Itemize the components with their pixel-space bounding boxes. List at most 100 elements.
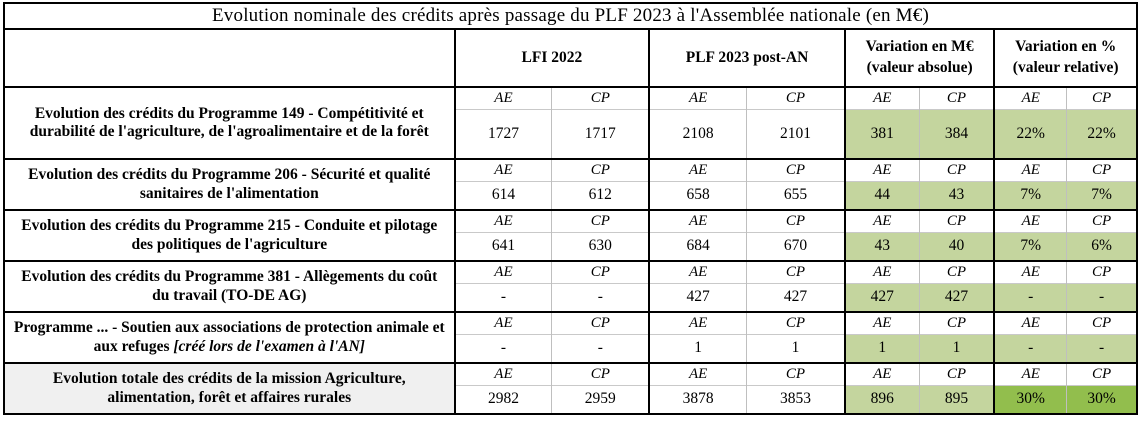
cell-lfi-cp: - [551,282,650,312]
cell-plf-ae: 3878 [648,384,747,414]
subheader-ae: AE [648,86,747,109]
table-row: Programme ... - Soutien aux associations… [4,311,1137,363]
cell-plf-cp: 427 [746,282,845,312]
subheader-cp: CP [918,86,995,109]
subheader-cp: CP [551,158,650,181]
cell-var-pct-cp: 30% [1066,384,1137,414]
table-row: Evolution des crédits du Programme 381 -… [4,260,1137,312]
subheader-cp: CP [1066,158,1137,181]
row-label-total-mission: Evolution totale des crédits de la missi… [4,362,455,414]
subheader-ae: AE [843,209,920,232]
subheader-ae: AE [648,260,747,283]
cell-var-pct-cp: 22% [1066,108,1137,159]
cell-lfi-ae: 2982 [453,384,552,414]
subheader-cp: CP [551,311,650,334]
subheader-ae: AE [843,158,920,181]
subheader-ae: AE [843,311,920,334]
cell-plf-ae: 1 [648,333,747,363]
row-label-prog-215: Evolution des crédits du Programme 215 -… [4,209,455,261]
table-title: Evolution nominale des crédits après pas… [4,3,1137,30]
cell-var-meur-ae: 43 [843,231,920,261]
cell-var-pct-ae: 30% [993,384,1067,414]
cell-plf-cp: 655 [746,180,845,210]
subheader-ae: AE [648,362,747,385]
subheader-ae: AE [648,311,747,334]
cell-lfi-cp: 2959 [551,384,650,414]
cell-var-meur-ae: 381 [843,108,920,159]
subheader-cp: CP [918,260,995,283]
subheader-cp: CP [746,311,845,334]
cell-lfi-ae: 641 [453,231,552,261]
table-row-values: - - 1 1 1 1 - - [4,333,1137,363]
row-label-prog-206: Evolution des crédits du Programme 206 -… [4,158,455,210]
cell-var-pct-ae: 22% [993,108,1067,159]
subheader-cp: CP [918,209,995,232]
cell-plf-cp: 1 [746,333,845,363]
subheader-ae: AE [453,311,552,334]
cell-plf-ae: 658 [648,180,747,210]
cell-plf-ae: 684 [648,231,747,261]
cell-var-pct-ae: 7% [993,180,1067,210]
cell-var-meur-ae: 44 [843,180,920,210]
cell-var-meur-cp: 895 [918,384,995,414]
table-row-values: - - 427 427 427 427 - - [4,282,1137,312]
header-variation-meur: Variation en M€ (valeur absolue) [843,28,996,88]
cell-var-meur-ae: 1 [843,333,920,363]
subheader-cp: CP [918,158,995,181]
subheader-ae: AE [993,362,1067,385]
row-label-prog-animale: Programme ... - Soutien aux associations… [4,311,455,363]
subheader-cp: CP [746,260,845,283]
subheader-cp: CP [746,362,845,385]
subheader-cp: CP [1066,362,1137,385]
cell-lfi-ae: 614 [453,180,552,210]
subheader-ae: AE [453,158,552,181]
subheader-cp: CP [1066,86,1137,109]
cell-var-pct-cp: 6% [1066,231,1137,261]
column-header-row: LFI 2022 PLF 2023 post-AN Variation en M… [3,28,1138,88]
cell-var-pct-cp: 7% [1066,180,1137,210]
subheader-ae: AE [453,260,552,283]
budget-table: Evolution nominale des crédits après pas… [3,2,1138,415]
subheader-cp: CP [918,362,995,385]
subheader-ae: AE [648,158,747,181]
cell-var-pct-ae: - [993,333,1067,363]
cell-var-meur-cp: 384 [918,108,995,159]
table-row-values-total: 2982 2959 3878 3853 896 895 30% 30% [4,384,1137,414]
subheader-ae: AE [993,158,1067,181]
cell-var-meur-cp: 1 [918,333,995,363]
row-label-prog-149: Evolution des crédits du Programme 149 -… [4,86,455,159]
table-row-total: Evolution totale des crédits de la missi… [4,362,1137,414]
cell-plf-cp: 2101 [746,108,845,159]
cell-plf-ae: 427 [648,282,747,312]
subheader-cp: CP [918,311,995,334]
cell-var-meur-cp: 40 [918,231,995,261]
cell-lfi-cp: - [551,333,650,363]
cell-lfi-cp: 630 [551,231,650,261]
subheader-ae: AE [993,260,1067,283]
table-row: Evolution des crédits du Programme 149 -… [4,86,1137,159]
row-label-prog-381: Evolution des crédits du Programme 381 -… [4,260,455,312]
table-row-values: 641 630 684 670 43 40 7% 6% [4,231,1137,261]
table-title-row: Evolution nominale des crédits après pas… [4,3,1137,30]
subheader-ae: AE [843,86,920,109]
cell-var-meur-cp: 43 [918,180,995,210]
cell-lfi-cp: 612 [551,180,650,210]
cell-plf-ae: 2108 [648,108,747,159]
subheader-cp: CP [551,86,650,109]
cell-var-pct-ae: 7% [993,231,1067,261]
subheader-cp: CP [746,209,845,232]
subheader-cp: CP [551,209,650,232]
table-row-values: 614 612 658 655 44 43 7% 7% [4,180,1137,210]
cell-var-meur-cp: 427 [918,282,995,312]
subheader-cp: CP [1066,311,1137,334]
header-variation-pct: Variation en % (valeur relative) [993,28,1138,88]
subheader-cp: CP [551,260,650,283]
cell-var-pct-cp: - [1066,282,1137,312]
subheader-ae: AE [648,209,747,232]
subheader-ae: AE [453,209,552,232]
cell-var-meur-ae: 896 [843,384,920,414]
subheader-ae: AE [993,209,1067,232]
subheader-cp: CP [1066,260,1137,283]
subheader-ae: AE [993,311,1067,334]
